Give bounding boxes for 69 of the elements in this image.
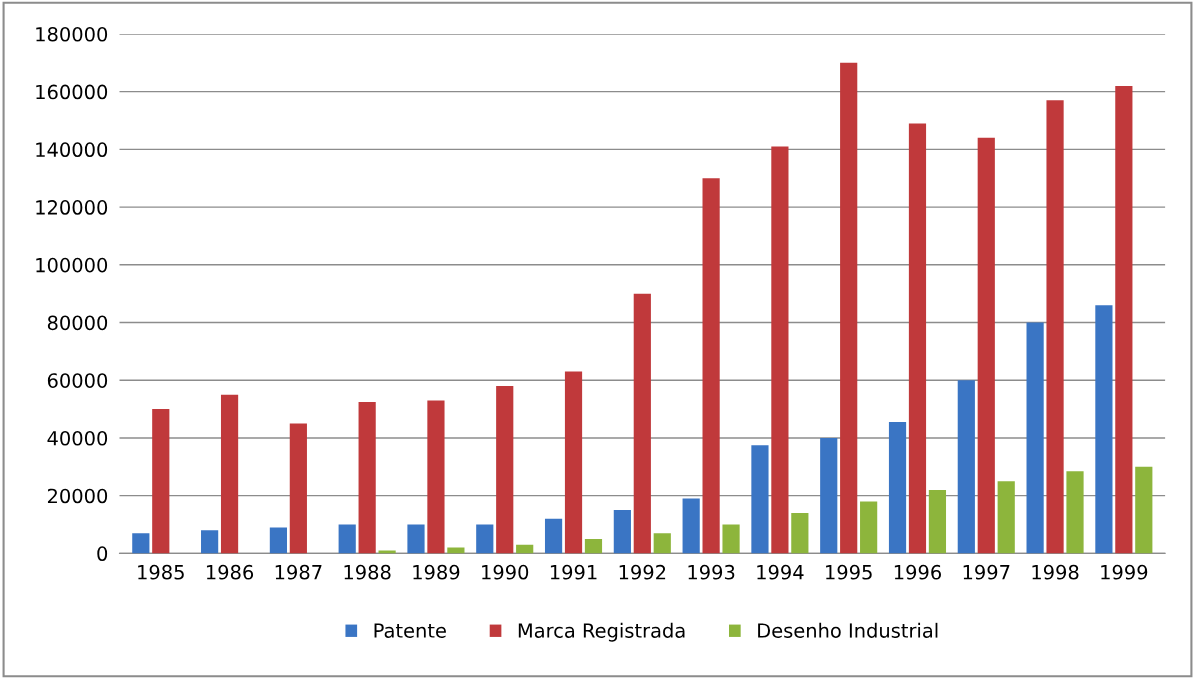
bar — [791, 512, 809, 554]
x-tick-label: 1985 — [138, 564, 184, 580]
bar — [977, 137, 995, 554]
x-tick-label: 1991 — [550, 564, 597, 580]
bar — [201, 530, 219, 554]
bar — [132, 533, 150, 554]
bar — [407, 524, 425, 554]
bar — [860, 501, 878, 554]
x-tick-label: 1998 — [1032, 564, 1079, 580]
y-tick-label: 160000 — [36, 84, 108, 100]
bar — [338, 524, 356, 554]
bar — [269, 527, 288, 554]
bar — [1095, 305, 1113, 554]
x-tick-label: 1987 — [275, 564, 322, 580]
bar — [476, 524, 494, 554]
x-tick-label: 1988 — [344, 564, 391, 580]
bar — [378, 550, 396, 554]
legend-label: Marca Registrada — [518, 622, 685, 642]
bar — [1046, 100, 1064, 554]
bar — [702, 178, 720, 554]
bar — [427, 400, 445, 554]
y-tick-label: 80000 — [47, 315, 108, 331]
bar — [1026, 322, 1044, 554]
bar — [633, 293, 651, 554]
x-tick-label: 1995 — [826, 564, 872, 580]
bar — [220, 394, 239, 554]
bar — [682, 498, 700, 554]
x-tick-label: 1997 — [963, 564, 1010, 580]
bar — [722, 524, 740, 554]
x-tick-label: 1996 — [894, 564, 941, 580]
bar — [751, 445, 769, 554]
bar — [496, 386, 514, 554]
y-tick-label: 40000 — [47, 430, 108, 446]
y-tick-label: 20000 — [47, 488, 108, 504]
y-tick-label: 180000 — [36, 26, 108, 42]
x-tick-label: 1986 — [206, 564, 254, 580]
bar — [152, 409, 170, 554]
bar — [289, 423, 307, 554]
legend-label: Desenho Industrial — [758, 622, 938, 638]
bar — [653, 533, 671, 554]
bar — [358, 401, 376, 554]
bar — [820, 437, 838, 554]
bar — [584, 538, 603, 554]
y-tick-label: 140000 — [36, 142, 108, 158]
x-tick-label: 1992 — [619, 564, 666, 580]
bar — [564, 371, 583, 554]
x-tick-label: 1999 — [1101, 564, 1148, 580]
bar — [888, 422, 907, 554]
bar — [997, 481, 1015, 554]
bar — [613, 510, 631, 554]
y-tick-label: 100000 — [36, 257, 108, 273]
legend-label: Patente — [374, 623, 446, 638]
x-tick-label: 1994 — [757, 564, 804, 580]
bar — [1135, 466, 1153, 554]
bar — [544, 518, 563, 554]
y-tick-label: 120000 — [36, 200, 108, 215]
bar — [928, 489, 947, 554]
bar — [957, 380, 975, 554]
bar — [840, 62, 858, 554]
bar — [1115, 85, 1133, 554]
x-tick-label: 1990 — [482, 564, 529, 580]
bar — [516, 544, 534, 554]
y-tick-label: 0 — [97, 546, 108, 562]
bar — [1066, 471, 1084, 554]
x-tick-label: 1989 — [413, 564, 460, 580]
y-tick-label: 60000 — [47, 373, 108, 388]
bar — [771, 146, 789, 554]
bar — [908, 123, 927, 554]
x-tick-label: 1993 — [688, 564, 735, 580]
